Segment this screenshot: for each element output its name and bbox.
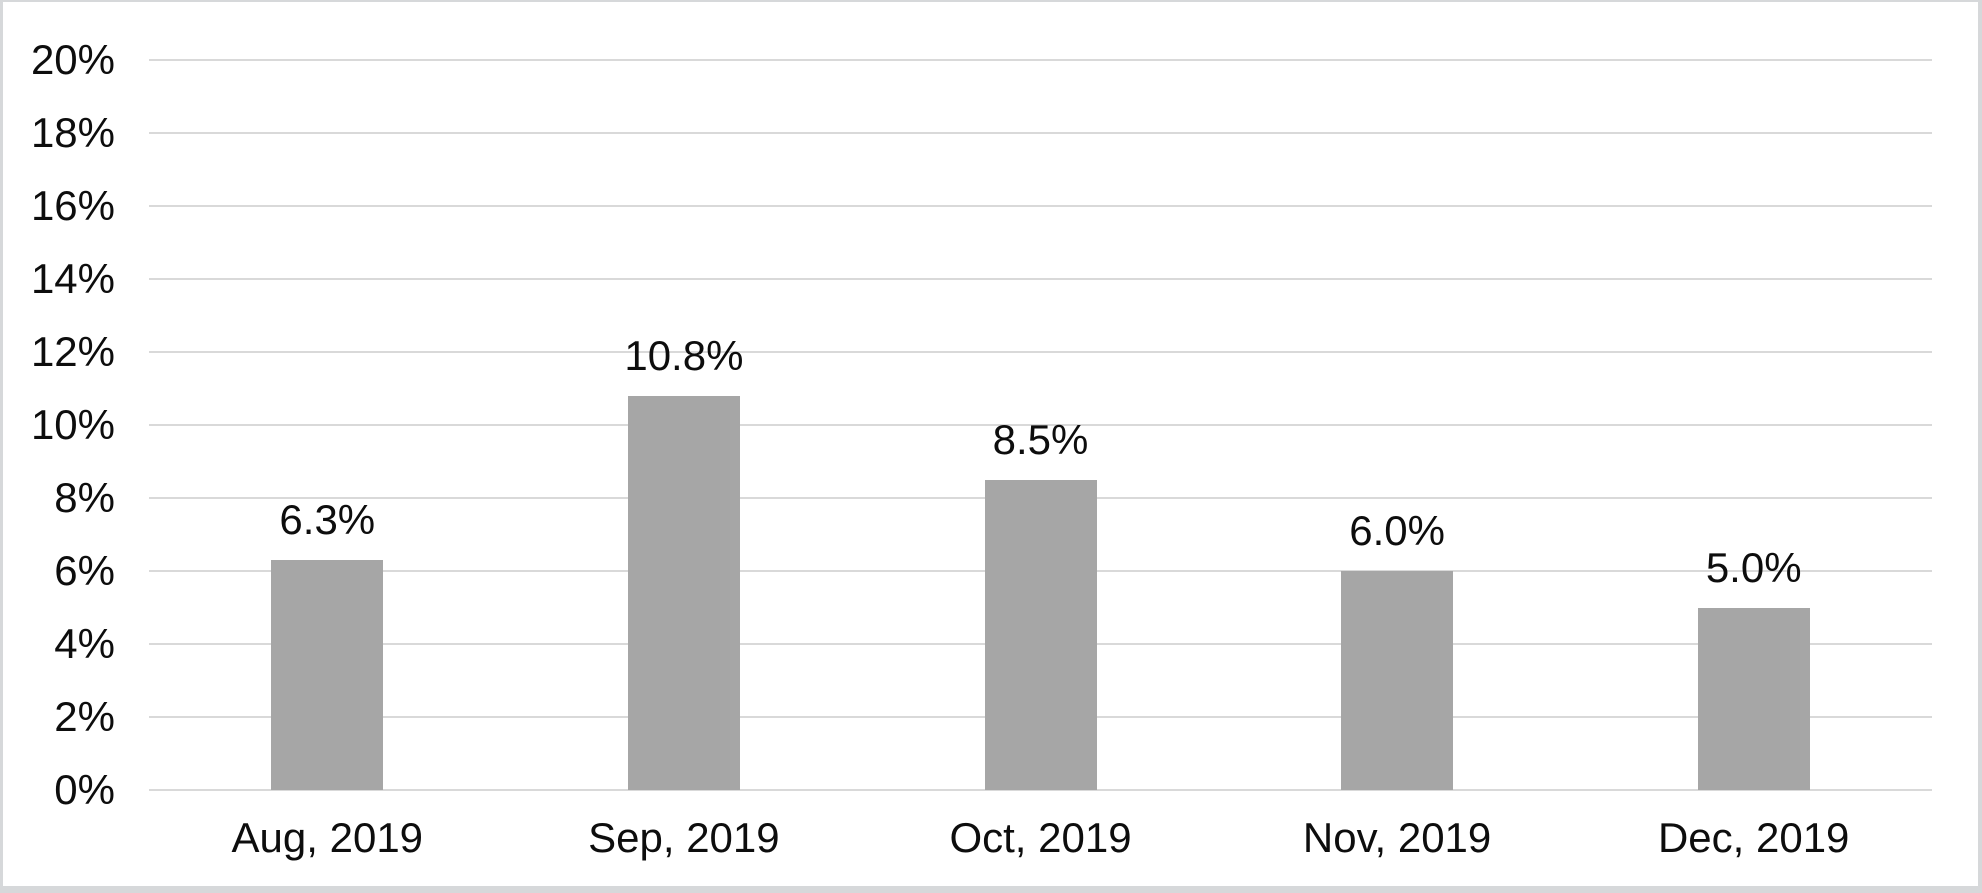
y-axis-tick-label: 0% <box>54 766 115 813</box>
bar-chart-plot-area: 0% 2% 4% 6% 8% 10% 12% 14% 16% 18% 20% 6.3% Aug, 201… <box>3 2 1978 886</box>
y-axis-tick-label: 20% <box>30 36 115 83</box>
gridline <box>149 424 1932 426</box>
bar-data-label: 6.3% <box>279 496 376 544</box>
y-axis-tick-label: 14% <box>30 255 115 302</box>
gridline <box>149 205 1932 207</box>
x-axis-category-label: Dec, 2019 <box>1657 814 1850 861</box>
bar-data-label: 8.5% <box>992 415 1089 463</box>
bar-dec-2019 <box>1697 607 1810 790</box>
y-axis-tick-label: 2% <box>54 693 115 740</box>
y-axis-tick-label: 18% <box>30 109 115 156</box>
y-axis-tick-label: 8% <box>54 474 115 521</box>
gridline <box>149 132 1932 134</box>
x-axis-line <box>149 789 1932 791</box>
bar-nov-2019 <box>1341 571 1454 790</box>
y-axis-tick-label: 4% <box>54 620 115 667</box>
gridline <box>149 59 1932 61</box>
y-axis-tick-label: 12% <box>30 328 115 375</box>
bar-data-label: 6.0% <box>1349 507 1445 554</box>
gridline <box>149 351 1932 353</box>
x-axis-category-label: Sep, 2019 <box>588 814 780 861</box>
gridline <box>149 278 1932 280</box>
y-axis-tick-label: 6% <box>54 547 115 594</box>
bar-aug-2019 <box>271 560 384 790</box>
y-axis-tick-label: 10% <box>30 401 115 448</box>
bar-data-label: 10.8% <box>624 331 744 379</box>
bar-data-label: 5.0% <box>1705 543 1802 591</box>
bar-oct-2019 <box>984 479 1097 790</box>
x-axis-category-label: Aug, 2019 <box>231 814 424 861</box>
x-axis-category-label: Oct, 2019 <box>949 814 1132 861</box>
bar-sep-2019 <box>627 395 740 790</box>
y-axis-tick-label: 16% <box>30 182 115 229</box>
x-axis-category-label: Nov, 2019 <box>1302 814 1492 861</box>
